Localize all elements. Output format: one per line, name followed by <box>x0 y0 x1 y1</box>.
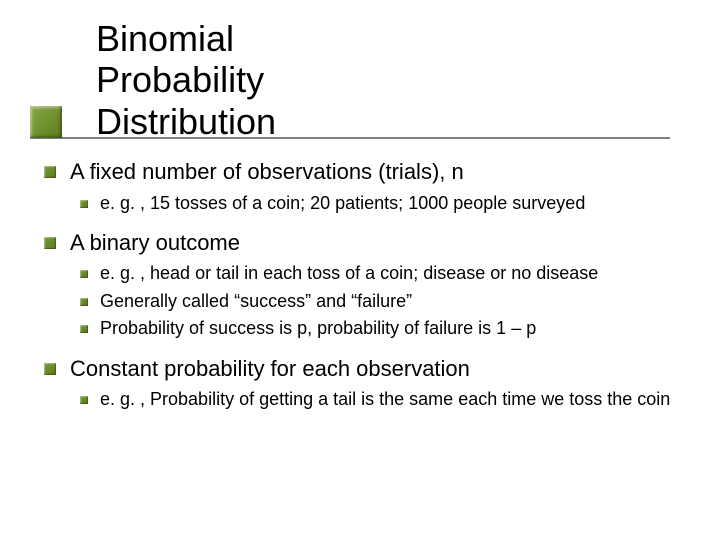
slide-content: A fixed number of observations (trials),… <box>44 158 684 425</box>
bullet-text: A fixed number of observations (trials),… <box>70 158 464 186</box>
bullet-level2: Generally called “success” and “failure” <box>80 290 684 313</box>
square-bullet-icon <box>44 237 56 249</box>
sub-bullet-group: e. g. , 15 tosses of a coin; 20 patients… <box>80 192 684 215</box>
square-bullet-icon <box>44 363 56 375</box>
bullet-text: e. g. , 15 tosses of a coin; 20 patients… <box>100 192 585 215</box>
bullet-text: Constant probability for each observatio… <box>70 355 470 383</box>
bullet-level2: e. g. , 15 tosses of a coin; 20 patients… <box>80 192 684 215</box>
bullet-level2: e. g. , Probability of getting a tail is… <box>80 388 684 411</box>
square-bullet-icon <box>80 396 88 404</box>
bullet-level1: A binary outcome <box>44 229 684 257</box>
square-bullet-icon <box>80 200 88 208</box>
sub-bullet-group: e. g. , head or tail in each toss of a c… <box>80 262 684 340</box>
bullet-text: e. g. , head or tail in each toss of a c… <box>100 262 598 285</box>
bullet-level2: e. g. , head or tail in each toss of a c… <box>80 262 684 285</box>
bullet-text: A binary outcome <box>70 229 240 257</box>
sub-bullet-group: e. g. , Probability of getting a tail is… <box>80 388 684 411</box>
title-accent-square <box>30 106 62 138</box>
slide-title: Binomial Probability Distribution <box>96 18 276 142</box>
bullet-text: e. g. , Probability of getting a tail is… <box>100 388 670 411</box>
bullet-text: Generally called “success” and “failure” <box>100 290 412 313</box>
bullet-text: Probability of success is p, probability… <box>100 317 536 340</box>
bullet-level1: A fixed number of observations (trials),… <box>44 158 684 186</box>
square-bullet-icon <box>80 298 88 306</box>
square-bullet-icon <box>80 270 88 278</box>
title-line-2: Distribution <box>96 101 276 142</box>
square-bullet-icon <box>80 325 88 333</box>
square-bullet-icon <box>44 166 56 178</box>
bullet-level1: Constant probability for each observatio… <box>44 355 684 383</box>
bullet-level2: Probability of success is p, probability… <box>80 317 684 340</box>
title-line-1: Binomial Probability <box>96 18 264 100</box>
